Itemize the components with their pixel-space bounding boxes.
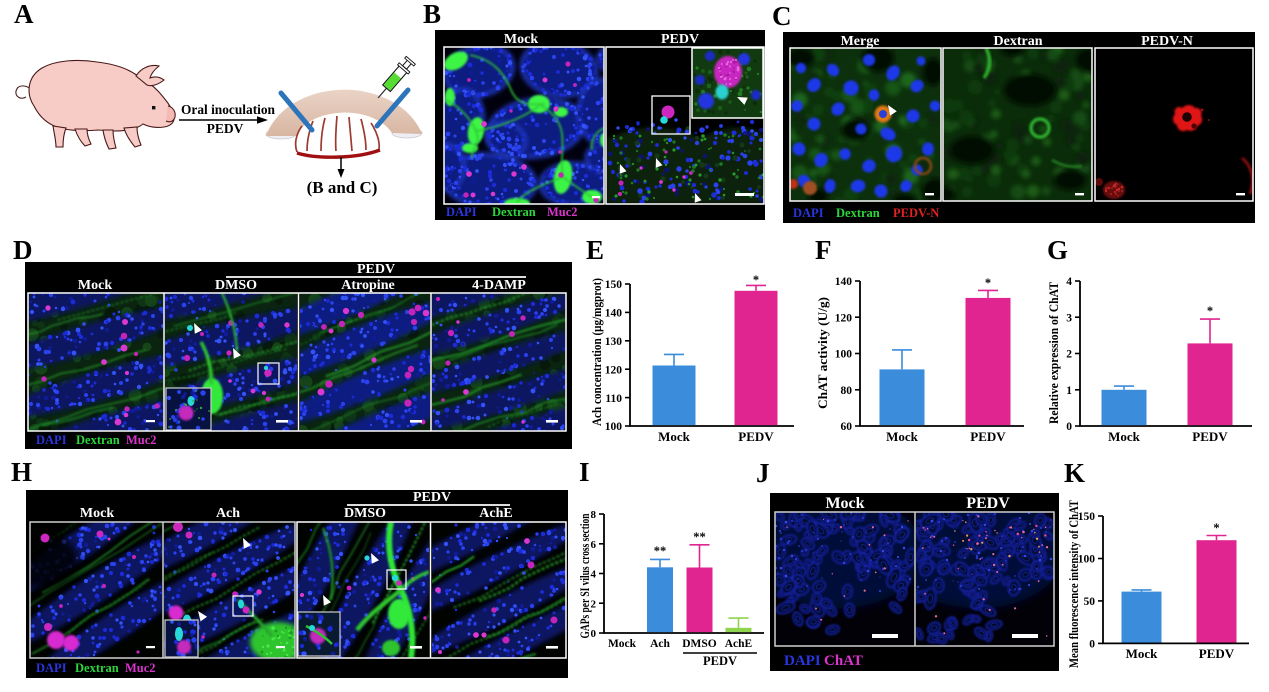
svg-text:4-DAMP: 4-DAMP bbox=[472, 278, 526, 293]
svg-text:DMSO: DMSO bbox=[215, 278, 257, 293]
svg-text:DMSO: DMSO bbox=[344, 506, 386, 521]
svg-text:D: D bbox=[13, 235, 33, 265]
svg-text:Muc2: Muc2 bbox=[547, 205, 578, 219]
svg-text:DAPI: DAPI bbox=[446, 205, 477, 219]
svg-text:PEDV: PEDV bbox=[207, 121, 244, 136]
svg-text:Dextran: Dextran bbox=[492, 205, 536, 219]
svg-text:K: K bbox=[1064, 458, 1085, 488]
svg-text:J: J bbox=[756, 458, 770, 488]
svg-text:Mock: Mock bbox=[80, 506, 114, 521]
svg-text:I: I bbox=[579, 457, 590, 487]
svg-text:Atropine: Atropine bbox=[341, 278, 394, 293]
svg-text:Muc2: Muc2 bbox=[125, 661, 156, 675]
svg-text:PEDV: PEDV bbox=[357, 262, 395, 277]
svg-text:Dextran: Dextran bbox=[75, 661, 119, 675]
svg-text:Mock: Mock bbox=[825, 495, 864, 512]
svg-text:PEDV-N: PEDV-N bbox=[893, 206, 939, 220]
svg-text:Dextran: Dextran bbox=[76, 433, 120, 447]
svg-text:PEDV-N: PEDV-N bbox=[1141, 34, 1193, 49]
svg-text:C: C bbox=[772, 1, 792, 31]
svg-text:AchE: AchE bbox=[479, 506, 512, 521]
svg-text:Ach: Ach bbox=[216, 506, 240, 521]
svg-text:DAPI: DAPI bbox=[36, 661, 67, 675]
svg-text:Merge: Merge bbox=[841, 34, 880, 49]
svg-text:B: B bbox=[423, 0, 441, 29]
svg-text:Dextran: Dextran bbox=[836, 206, 880, 220]
svg-text:PEDV: PEDV bbox=[966, 495, 1010, 512]
svg-text:Oral inoculation: Oral inoculation bbox=[181, 102, 275, 117]
svg-text:(B and C): (B and C) bbox=[307, 178, 378, 197]
svg-text:H: H bbox=[11, 457, 32, 487]
svg-text:Muc2: Muc2 bbox=[126, 433, 157, 447]
svg-text:DAPI: DAPI bbox=[793, 206, 824, 220]
svg-text:A: A bbox=[14, 0, 34, 29]
svg-text:G: G bbox=[1047, 235, 1068, 265]
svg-text:E: E bbox=[586, 235, 604, 265]
svg-text:PEDV: PEDV bbox=[413, 490, 451, 505]
svg-text:F: F bbox=[815, 235, 832, 265]
svg-text:Mock: Mock bbox=[78, 278, 112, 293]
svg-text:Dextran: Dextran bbox=[994, 34, 1043, 49]
svg-text:DAPI: DAPI bbox=[36, 433, 67, 447]
svg-text:PEDV: PEDV bbox=[661, 32, 699, 47]
svg-text:Mock: Mock bbox=[504, 32, 538, 47]
